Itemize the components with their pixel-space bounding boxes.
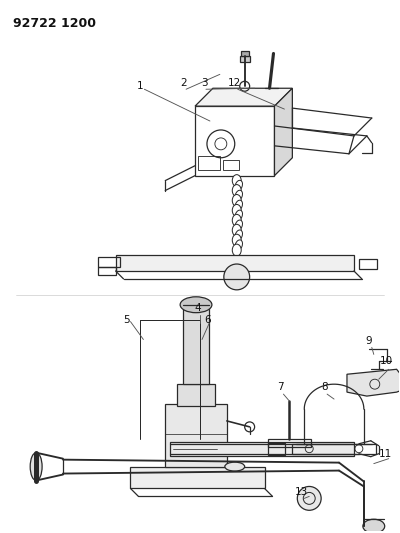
Ellipse shape: [235, 190, 242, 201]
Ellipse shape: [30, 453, 42, 481]
Bar: [241, 51, 249, 56]
Ellipse shape: [363, 519, 385, 533]
Text: 7: 7: [277, 382, 284, 392]
Bar: [177, 384, 215, 406]
Text: 4: 4: [195, 303, 201, 313]
Ellipse shape: [232, 244, 241, 256]
Text: 6: 6: [205, 314, 211, 325]
Bar: [198, 156, 220, 169]
Circle shape: [297, 487, 321, 510]
Ellipse shape: [235, 220, 242, 231]
Ellipse shape: [232, 195, 241, 206]
Text: 12: 12: [228, 78, 241, 88]
Ellipse shape: [232, 205, 241, 216]
Bar: [165, 404, 227, 466]
Circle shape: [224, 264, 250, 290]
Ellipse shape: [235, 200, 242, 211]
Ellipse shape: [232, 175, 241, 187]
Text: 13: 13: [295, 487, 308, 497]
Bar: [292, 444, 376, 454]
Ellipse shape: [232, 184, 241, 197]
Bar: [195, 106, 274, 176]
Bar: [130, 466, 264, 488]
Bar: [183, 305, 209, 384]
Bar: [268, 443, 286, 455]
Text: 1: 1: [137, 81, 144, 91]
Text: 92722 1200: 92722 1200: [13, 17, 96, 30]
Ellipse shape: [225, 462, 245, 471]
Polygon shape: [195, 88, 292, 106]
Text: 10: 10: [380, 357, 393, 366]
Text: 2: 2: [180, 78, 186, 88]
Ellipse shape: [232, 214, 241, 227]
Text: 9: 9: [366, 336, 372, 346]
Bar: [223, 160, 239, 169]
Ellipse shape: [180, 297, 212, 313]
Ellipse shape: [235, 210, 242, 221]
Text: 8: 8: [321, 382, 328, 392]
Bar: [170, 442, 354, 456]
Ellipse shape: [232, 234, 241, 246]
Text: 5: 5: [123, 314, 130, 325]
Text: 11: 11: [379, 449, 392, 459]
Bar: [268, 439, 311, 447]
Bar: [240, 56, 250, 62]
Polygon shape: [274, 88, 292, 176]
Polygon shape: [347, 369, 400, 396]
Bar: [359, 259, 377, 269]
Ellipse shape: [232, 224, 241, 236]
Text: 3: 3: [202, 78, 208, 88]
Bar: [98, 267, 116, 275]
Ellipse shape: [235, 240, 242, 251]
Ellipse shape: [235, 180, 242, 191]
Bar: [98, 257, 120, 267]
Bar: [116, 255, 354, 271]
Ellipse shape: [235, 230, 242, 240]
